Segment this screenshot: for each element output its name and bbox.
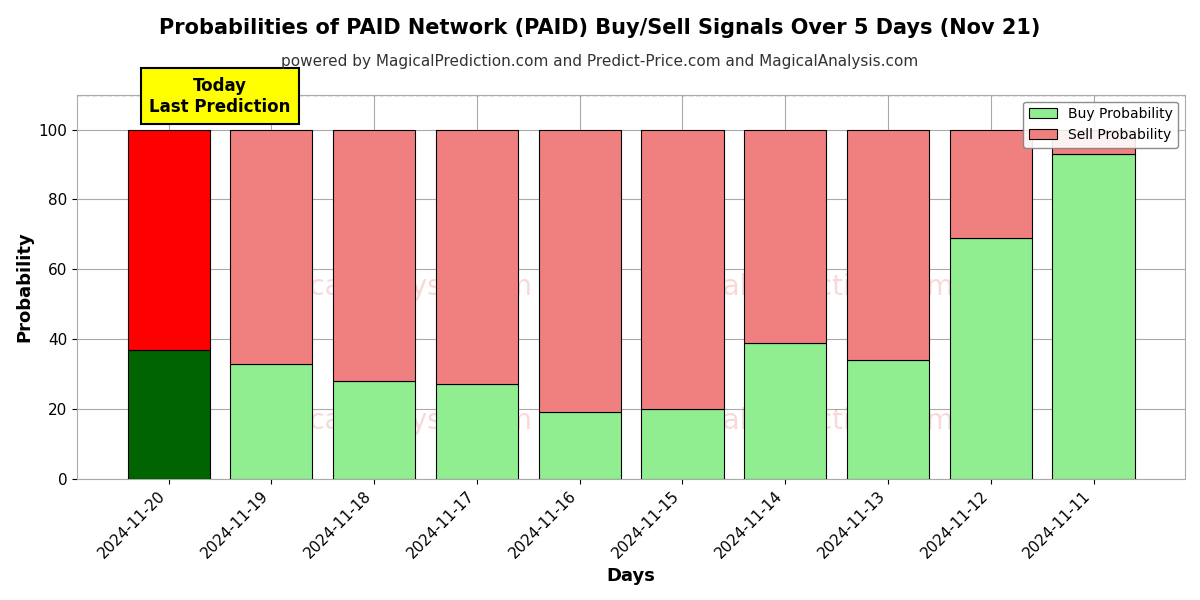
Bar [949,238,1032,479]
Bar [641,130,724,409]
Bar [1052,130,1135,154]
Bar [334,381,415,479]
Text: MagicalAnalysis.com: MagicalAnalysis.com [242,273,532,301]
Y-axis label: Probability: Probability [14,232,32,342]
Bar [641,409,724,479]
X-axis label: Days: Days [607,567,655,585]
Bar [127,350,210,479]
Bar [230,130,312,364]
Bar [539,412,620,479]
Bar [436,385,518,479]
Text: Probabilities of PAID Network (PAID) Buy/Sell Signals Over 5 Days (Nov 21): Probabilities of PAID Network (PAID) Buy… [160,18,1040,38]
Text: MagicalAnalysis.com: MagicalAnalysis.com [242,407,532,435]
Bar [744,130,827,343]
Text: MagicalPrediction.com: MagicalPrediction.com [641,407,954,435]
Text: Today
Last Prediction: Today Last Prediction [149,77,290,116]
Bar [230,364,312,479]
Text: MagicalPrediction.com: MagicalPrediction.com [641,273,954,301]
Legend: Buy Probability, Sell Probability: Buy Probability, Sell Probability [1024,101,1178,148]
Text: powered by MagicalPrediction.com and Predict-Price.com and MagicalAnalysis.com: powered by MagicalPrediction.com and Pre… [281,54,919,69]
Bar [744,343,827,479]
Bar [1052,154,1135,479]
Bar [847,360,929,479]
Bar [847,130,929,360]
Bar [949,130,1032,238]
Bar [436,130,518,385]
Bar [334,130,415,381]
Bar [539,130,620,412]
Bar [127,130,210,350]
